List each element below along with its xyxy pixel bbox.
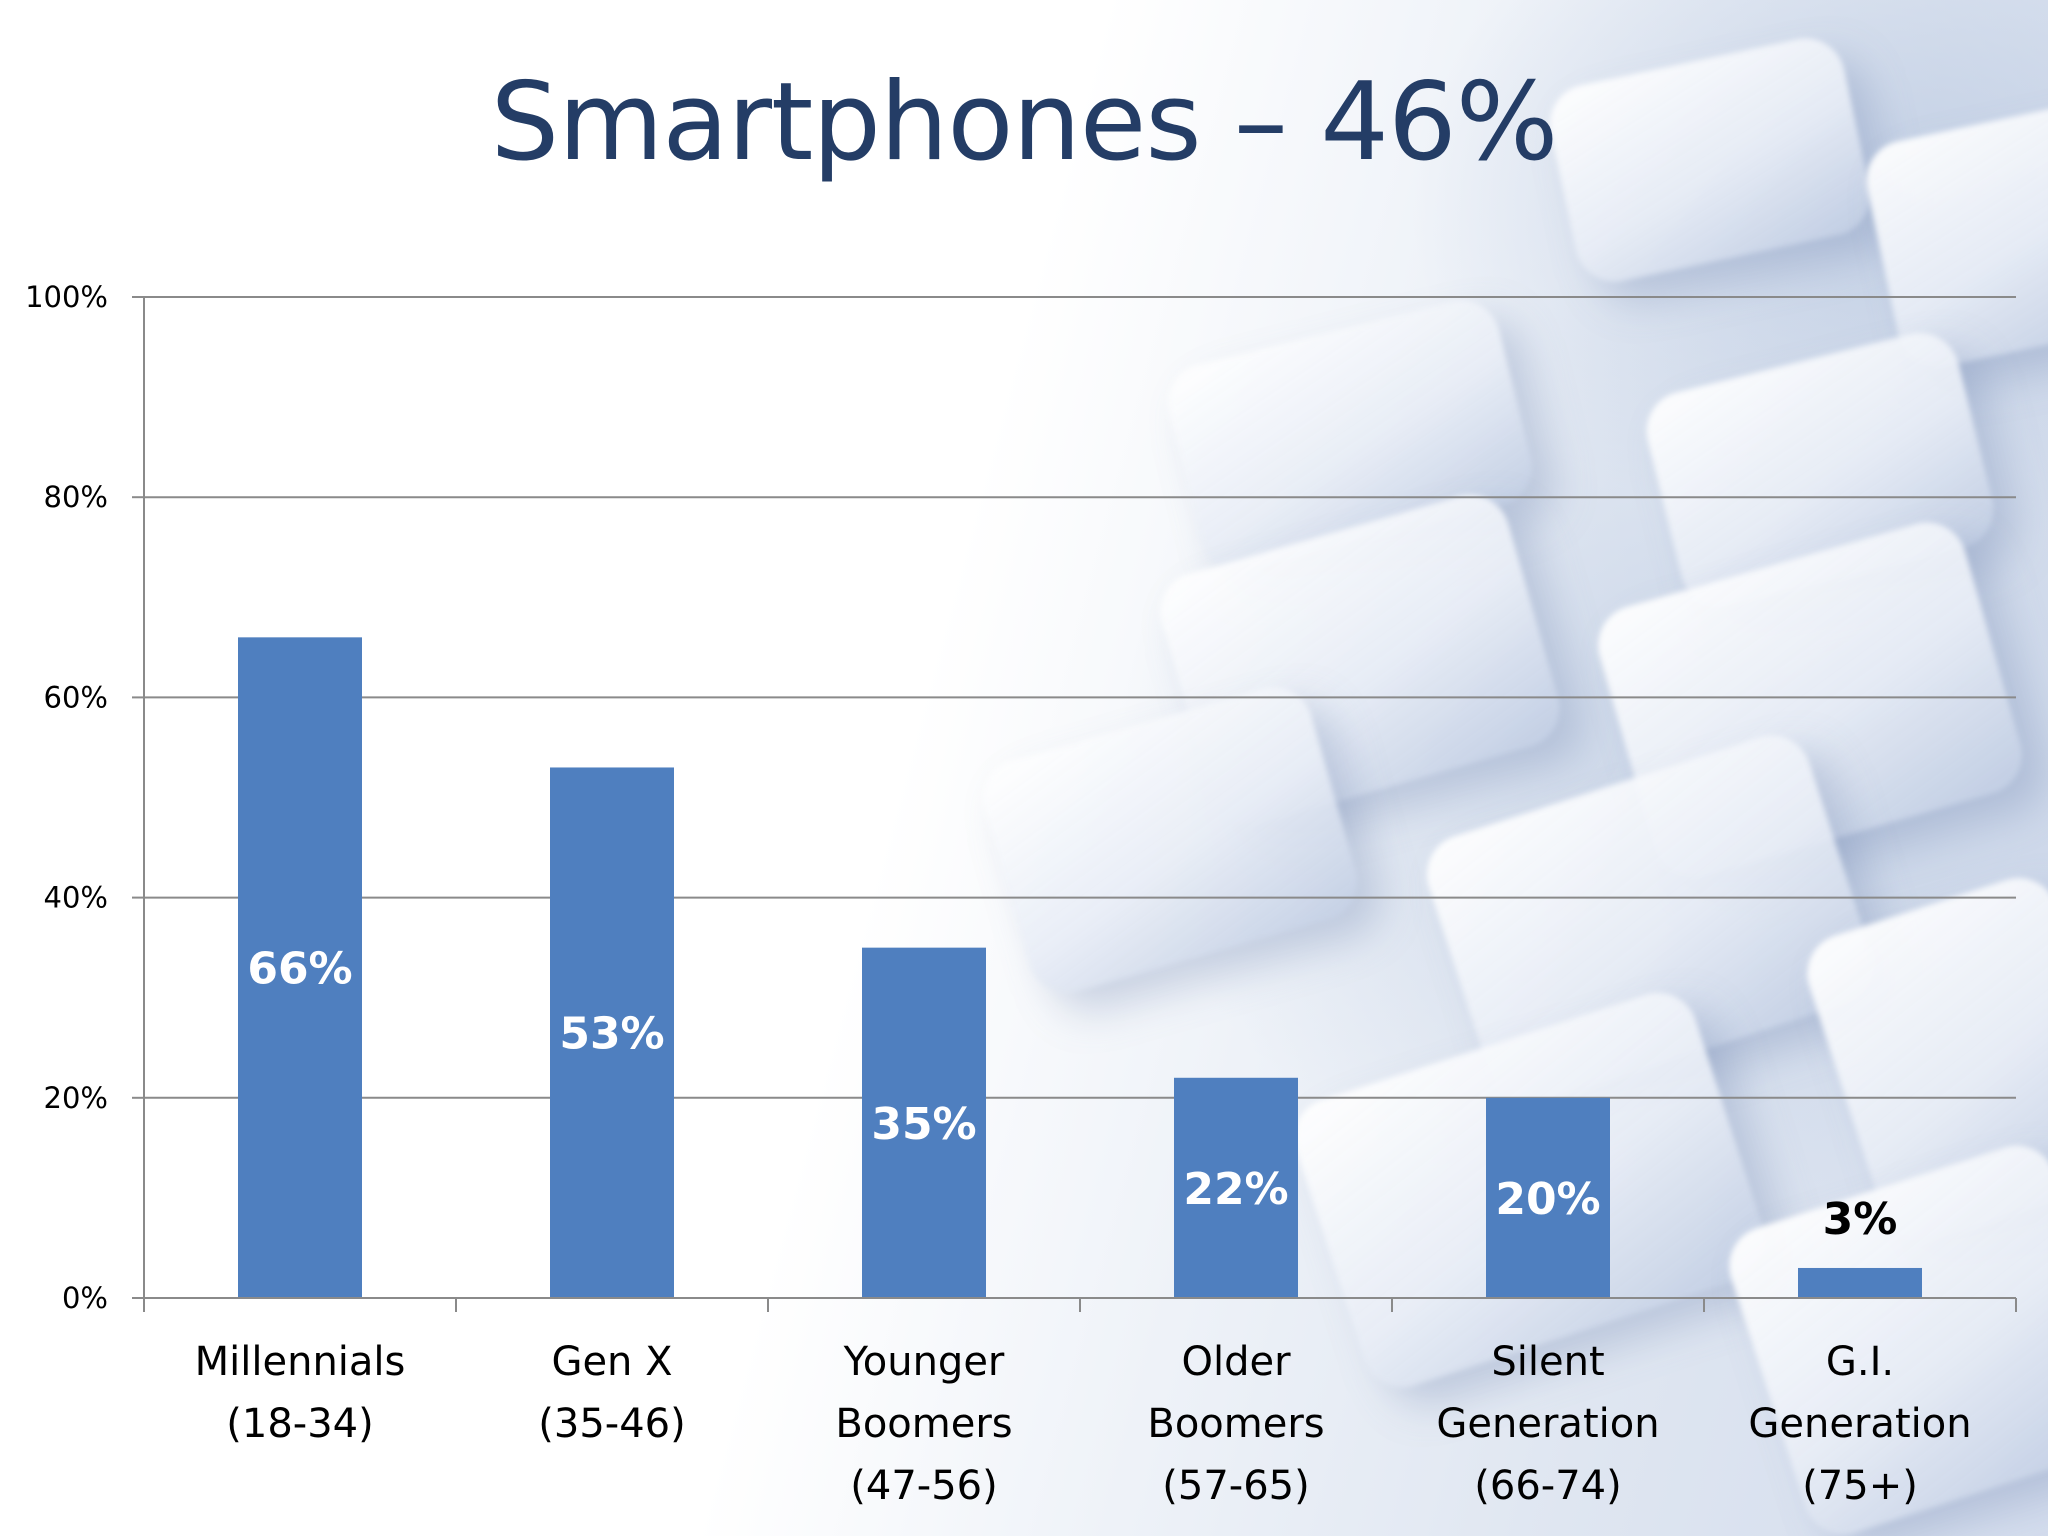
gridlines [132,296,2016,1299]
category-label-line: (66-74) [1474,1463,1621,1509]
category-label: Older Boomers (57-65) [1147,1339,1324,1509]
data-labels: 66% 53% 35% 22% 20% 3% [247,944,1897,1245]
category-label: Silent Generation (66-74) [1436,1339,1659,1509]
data-label: 3% [1823,1194,1898,1245]
category-label-line: Older [1181,1339,1291,1385]
y-tick-label: 80% [44,480,108,514]
category-label-line: Younger [843,1339,1005,1385]
data-label: 20% [1495,1174,1600,1225]
data-label: 35% [871,1099,976,1150]
y-axis-tick-labels: 0% 20% 40% 60% 80% 100% [25,280,108,1315]
y-tick-label: 60% [44,680,108,714]
data-label: 22% [1183,1164,1288,1215]
category-label-line: (18-34) [226,1401,373,1447]
data-label: 53% [559,1009,664,1060]
bar [1174,1077,1298,1298]
category-label-line: Millennials [195,1339,406,1385]
axes [143,297,2017,1312]
y-tick-label: 20% [44,1081,108,1115]
category-label-line: G.I. [1826,1339,1894,1385]
category-label: Younger Boomers (47-56) [835,1339,1012,1509]
y-tick-label: 40% [44,881,108,915]
category-label-line: (57-65) [1162,1463,1309,1509]
category-label-line: Gen X [551,1339,672,1385]
category-label: Millennials (18-34) [195,1339,406,1447]
category-label-line: Boomers [1147,1401,1324,1447]
data-label: 66% [247,944,352,995]
x-axis-category-labels: Millennials (18-34) Gen X (35-46) Younger Boo… [195,1339,1972,1509]
y-tick-label: 0% [62,1281,108,1315]
category-label: Gen X (35-46) [538,1339,685,1447]
category-label-line: Generation [1748,1401,1971,1447]
category-label-line: (35-46) [538,1401,685,1447]
category-label: G.I. Generation (75+) [1748,1339,1971,1509]
bar [1486,1097,1610,1298]
bar [1798,1267,1922,1298]
slide-title: Smartphones – 46% [490,60,1559,185]
category-label-line: Generation [1436,1401,1659,1447]
bar [238,637,362,1298]
y-tick-label: 100% [25,280,108,314]
bar [862,947,986,1298]
category-label-line: (75+) [1802,1463,1918,1509]
category-label-line: Boomers [835,1401,1012,1447]
bar [550,767,674,1298]
category-label-line: (47-56) [850,1463,997,1509]
bars [238,637,1922,1298]
category-label-line: Silent [1491,1339,1604,1385]
